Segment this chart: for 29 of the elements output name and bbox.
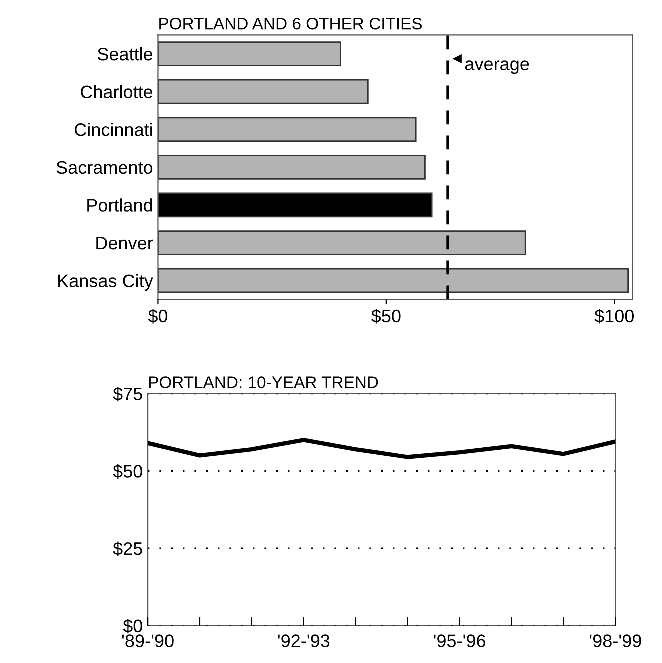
x-tick-label: $100	[594, 309, 634, 324]
chart-title: PORTLAND: 10-YEAR TREND	[149, 376, 378, 388]
bar	[158, 192, 433, 218]
y-tick-label: Portland	[88, 198, 152, 212]
bar	[158, 79, 369, 104]
y-tick-label: $25	[113, 542, 142, 556]
x-tick-label: '92-'93	[278, 634, 330, 648]
chart-title: PORTLAND AND 6 OTHER CITIES	[160, 18, 422, 30]
x-tick-label: '98-'99	[590, 634, 642, 648]
y-tick-label: $0	[123, 619, 142, 634]
bar	[158, 42, 342, 66]
y-tick-label: $75	[113, 387, 142, 402]
bar	[158, 154, 426, 180]
bar	[158, 268, 630, 294]
x-tick-label: '95-'96	[434, 634, 486, 648]
x-tick-label: '89-'90	[122, 634, 174, 648]
bar	[158, 117, 417, 142]
ref-line-label: average	[465, 60, 530, 74]
y-tick-label: Sacramento	[56, 161, 153, 174]
bar	[158, 230, 526, 256]
x-tick-label: $0	[148, 309, 168, 324]
x-tick-label: $50	[372, 309, 401, 324]
y-tick-label: Seattle	[98, 47, 153, 61]
y-tick-label: Cincinnati	[74, 123, 152, 136]
y-tick-label: Charlotte	[81, 85, 153, 99]
line-series	[148, 438, 616, 460]
y-tick-label: $50	[113, 464, 142, 479]
y-tick-label: Denver	[96, 237, 154, 250]
y-tick-label: Kansas City	[58, 274, 154, 292]
